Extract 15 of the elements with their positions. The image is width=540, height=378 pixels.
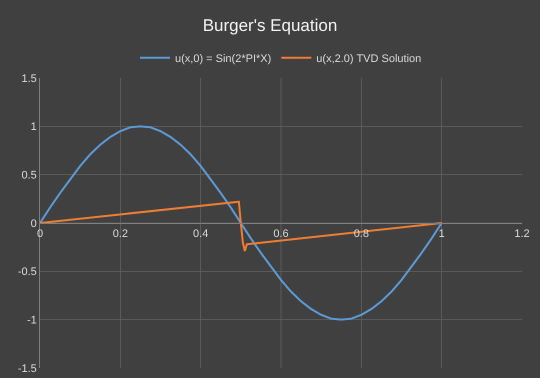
y-tick-label: -1 — [27, 314, 37, 327]
chart-title: Burger's Equation — [202, 16, 338, 35]
y-tick-label: -1.5 — [18, 362, 37, 375]
legend-label: u(x,0) = Sin(2*PI*X) — [175, 52, 272, 65]
x-tick-label: 1.2 — [514, 228, 530, 240]
x-tick-label: 1 — [438, 228, 445, 240]
x-tick-label: 0.4 — [193, 228, 208, 240]
x-tick-label: 0.2 — [112, 228, 128, 240]
y-tick-label: 0.5 — [22, 170, 37, 182]
y-tick-label: -0.5 — [18, 266, 37, 278]
y-tick-label: 0 — [30, 218, 37, 230]
y-tick-label: 1.5 — [22, 72, 37, 85]
y-tick-label: 1 — [30, 121, 37, 134]
x-tick-label: 0.6 — [273, 228, 289, 240]
legend-label: u(x,2.0) TVD Solution — [316, 52, 422, 65]
